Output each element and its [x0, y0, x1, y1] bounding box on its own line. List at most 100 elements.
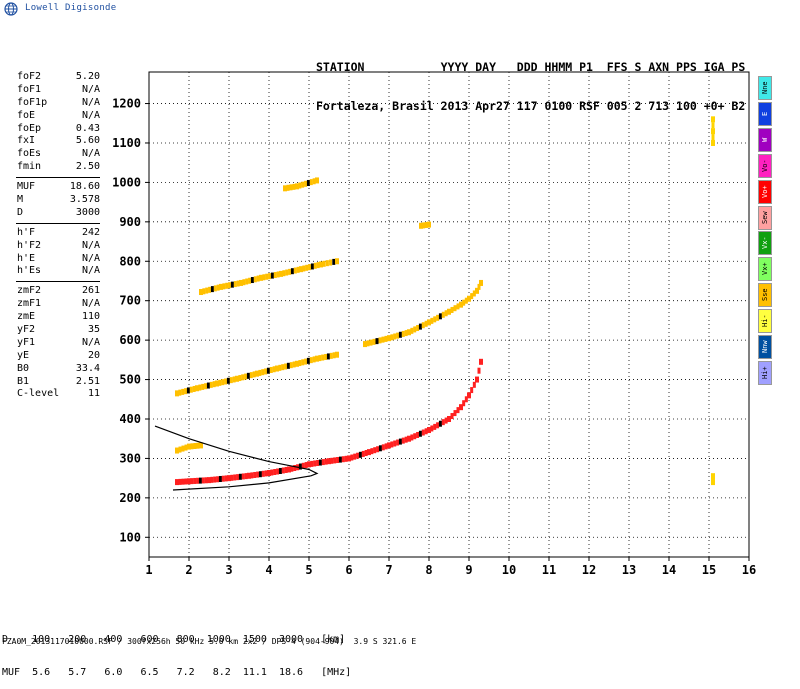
echo-point — [312, 178, 316, 185]
echo-point — [378, 337, 382, 344]
mode-swatch: Nne — [758, 76, 772, 100]
echo-point — [256, 471, 260, 478]
globe-icon — [4, 2, 18, 16]
param-value: 2.50 — [75, 161, 100, 173]
y-tick-label: 500 — [119, 373, 141, 387]
echo-point — [321, 459, 325, 466]
param-value: 0.43 — [75, 122, 100, 134]
mode-swatch: Vx+ — [758, 257, 772, 282]
echo-point — [181, 445, 185, 452]
echo-point — [276, 468, 280, 475]
y-tick-label: 900 — [119, 215, 141, 229]
echo-point — [387, 335, 391, 342]
param-value: N/A — [81, 148, 100, 160]
param-label: foEs — [17, 148, 42, 160]
echo-point — [464, 297, 468, 304]
echo-point — [236, 474, 240, 481]
x-tick-label: 10 — [502, 563, 516, 577]
echo-point — [178, 478, 182, 485]
echo-point — [315, 177, 319, 184]
echo-point — [181, 388, 185, 395]
x-tick-label: 7 — [385, 563, 392, 577]
echo-point — [427, 221, 431, 228]
param-label: B1 — [17, 375, 30, 387]
echo-point — [244, 473, 248, 480]
echo-point — [453, 410, 457, 417]
echo-point — [248, 277, 252, 284]
echo-point — [178, 389, 182, 396]
echo-point — [204, 477, 208, 484]
muf-frequency-row: MUF 5.6 5.7 6.0 6.5 7.2 8.2 11.1 18.6 [M… — [2, 667, 352, 678]
muf-table: D 100 200 400 600 800 1000 1500 3000 [km… — [2, 612, 351, 689]
echo-point — [218, 379, 222, 386]
echo-point — [459, 301, 463, 308]
echo-point — [427, 427, 431, 434]
echo-point — [213, 285, 217, 292]
y-tick-label: 100 — [119, 530, 141, 544]
echo-point — [309, 357, 313, 364]
x-tick-label: 13 — [622, 563, 636, 577]
param-value: 2.51 — [75, 375, 100, 387]
echo-point — [335, 258, 339, 265]
echo-point — [186, 387, 190, 394]
echo-point — [199, 442, 203, 449]
echo-point — [285, 269, 289, 276]
echo-point — [407, 435, 411, 442]
echo-point — [427, 319, 431, 326]
echo-point — [242, 279, 246, 286]
lowell-digisonde-logo: Lowell Digisonde — [4, 2, 154, 18]
mode-label: E — [761, 111, 769, 116]
echo-point — [204, 383, 208, 390]
echo-point — [366, 340, 370, 347]
echo-point — [398, 331, 402, 338]
echo-point — [221, 475, 225, 482]
echo-point — [312, 356, 316, 363]
echo-point — [198, 384, 202, 391]
param-value: N/A — [81, 265, 100, 277]
param-label: M — [17, 194, 24, 206]
param-label: MUF — [17, 181, 36, 193]
echo-point — [363, 341, 367, 348]
echo-point — [266, 367, 270, 374]
echo-point — [289, 362, 293, 369]
echo-point — [456, 407, 460, 414]
x-tick-label: 15 — [702, 563, 716, 577]
echo-point — [264, 470, 268, 477]
echo-point — [711, 122, 715, 129]
echo-point — [270, 272, 274, 279]
echo-point — [319, 261, 323, 268]
echo-point — [210, 476, 214, 483]
echo-point — [199, 289, 203, 296]
param-value: N/A — [81, 83, 100, 95]
echo-point — [210, 286, 214, 293]
param-value: 18.60 — [69, 181, 100, 193]
echo-point — [235, 375, 239, 382]
echo-point — [358, 451, 362, 458]
mode-swatch: Sse — [758, 283, 772, 308]
echo-point — [421, 429, 425, 436]
mode-label: Nne — [761, 81, 769, 95]
echo-point — [286, 184, 290, 191]
mode-label: Sew — [761, 211, 769, 224]
echo-point — [711, 128, 715, 135]
param-value: N/A — [81, 252, 100, 264]
echo-point — [324, 458, 328, 465]
echo-point — [462, 299, 466, 306]
param-row: h'F 242 — [4, 227, 100, 240]
echo-point — [247, 472, 251, 479]
param-label: h'E — [17, 252, 36, 264]
param-row: foF1 N/A — [4, 84, 100, 97]
echo-point — [384, 335, 388, 342]
echo-point — [187, 478, 191, 485]
echo-point — [258, 369, 262, 376]
echo-point — [450, 306, 454, 313]
param-label: zmF2 — [17, 285, 42, 297]
param-row: h'E N/A — [4, 253, 100, 266]
echo-point — [252, 371, 256, 378]
param-value: 35 — [87, 324, 100, 336]
param-value: 110 — [81, 311, 100, 323]
echo-point — [309, 179, 313, 186]
param-value: N/A — [81, 239, 100, 251]
echo-point — [477, 367, 481, 374]
echo-point — [293, 464, 297, 471]
